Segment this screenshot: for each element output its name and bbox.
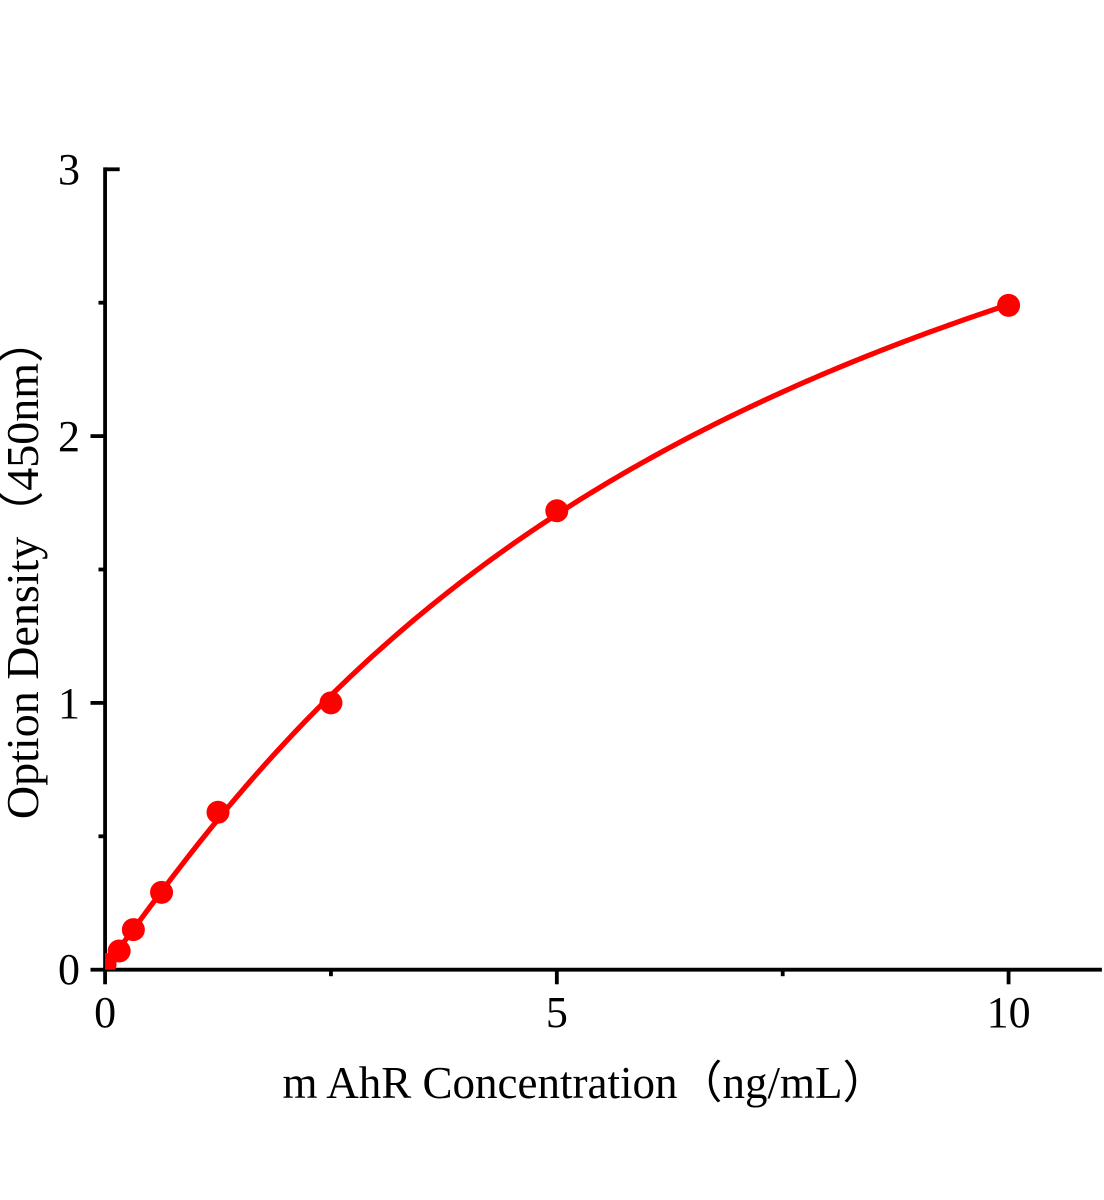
svg-text:2: 2 (58, 412, 80, 461)
svg-text:1: 1 (58, 679, 80, 728)
svg-text:Option Density（450nm）: Option Density（450nm） (0, 317, 48, 819)
svg-text:3: 3 (58, 145, 80, 194)
svg-text:5: 5 (546, 988, 568, 1037)
svg-text:0: 0 (58, 945, 80, 994)
svg-text:m AhR Concentration（ng/mL）: m AhR Concentration（ng/mL） (283, 1058, 888, 1108)
svg-text:0: 0 (94, 988, 116, 1037)
svg-text:10: 10 (987, 988, 1031, 1037)
